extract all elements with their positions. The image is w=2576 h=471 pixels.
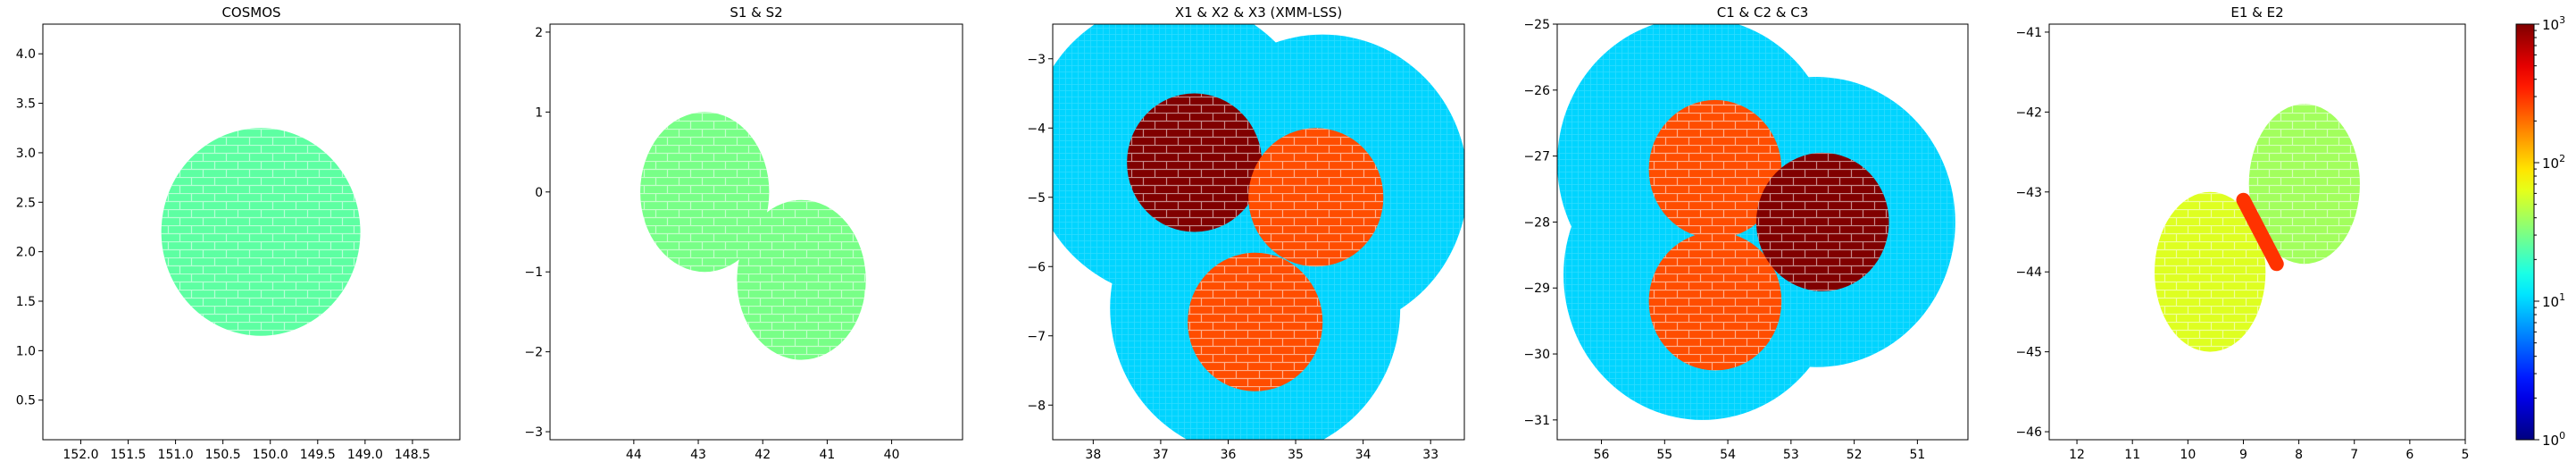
colorbar-gradient <box>2515 23 2535 441</box>
y-tick-label: −4 <box>1027 122 1046 136</box>
x-tick-label: 34 <box>1355 448 1371 462</box>
panel-title: E1 & E2 <box>2230 4 2283 21</box>
y-tick-label: −2 <box>524 346 543 360</box>
y-tick-label: −30 <box>1523 348 1550 362</box>
y-tick-label: 2.5 <box>16 196 36 210</box>
x-tick-label: 44 <box>626 448 642 462</box>
y-tick-label: −25 <box>1523 18 1550 32</box>
y-tick-label: −3 <box>524 425 543 440</box>
axes-frame <box>1556 23 1969 441</box>
x-tick-label: 53 <box>1783 448 1799 462</box>
colorbar-tick-label: 102 <box>2542 153 2565 172</box>
x-tick-label: 41 <box>819 448 835 462</box>
x-tick-label: 55 <box>1656 448 1672 462</box>
x-tick-label: 37 <box>1153 448 1169 462</box>
x-tick-label: 42 <box>754 448 771 462</box>
x-tick-label: 43 <box>690 448 706 462</box>
panel-title: C1 & C2 & C3 <box>1717 4 1809 21</box>
x-tick-label: 151.5 <box>110 448 146 462</box>
x-tick-label: 150.5 <box>205 448 241 462</box>
x-tick-label: 150.0 <box>253 448 288 462</box>
x-tick-label: 56 <box>1594 448 1610 462</box>
x-tick-label: 5 <box>2462 448 2470 462</box>
panel-3: 56 55 54 53 52 51 −31 −30 −29 −28 −27 −26 −25 C1 & C2… <box>1523 4 1969 462</box>
y-tick-label: 0.5 <box>16 394 36 408</box>
y-tick-label: 1 <box>535 105 543 120</box>
x-tick-label: 12 <box>2069 448 2085 462</box>
x-tick-label: 51 <box>1909 448 1925 462</box>
y-tick-label: −5 <box>1027 191 1046 206</box>
x-tick-label: 149.5 <box>300 448 336 462</box>
panel-title: COSMOS <box>221 4 280 21</box>
panel-2: 38 37 36 35 34 33 −8 −7 −6 −5 −4 −3 X1 & X2 & X3 (XM… <box>1027 4 1465 462</box>
x-tick-label: 7 <box>2350 448 2358 462</box>
x-tick-label: 52 <box>1847 448 1863 462</box>
axes-frame <box>42 23 461 441</box>
y-tick-label: 2 <box>535 26 543 40</box>
y-tick-label: −43 <box>2015 186 2042 200</box>
y-tick-label: −42 <box>2015 105 2042 120</box>
x-tick-label: 6 <box>2405 448 2413 462</box>
x-tick-label: 8 <box>2295 448 2303 462</box>
y-tick-label: −6 <box>1027 260 1046 274</box>
x-tick-label: 10 <box>2180 448 2196 462</box>
y-tick-label: −8 <box>1027 399 1046 413</box>
y-tick-label: −46 <box>2015 425 2042 440</box>
x-tick-label: 54 <box>1720 448 1736 462</box>
y-tick-label: 2.0 <box>16 246 36 260</box>
x-tick-label: 40 <box>884 448 900 462</box>
x-tick-label: 35 <box>1288 448 1304 462</box>
x-tick-label: 36 <box>1221 448 1237 462</box>
y-tick-label: −31 <box>1523 414 1550 428</box>
y-tick-label: −41 <box>2015 26 2042 40</box>
y-tick-label: −45 <box>2015 346 2042 360</box>
y-tick-label: 1.0 <box>16 344 36 358</box>
y-tick-label: −26 <box>1523 84 1550 98</box>
panel-title: X1 & X2 & X3 (XMM-LSS) <box>1175 4 1342 21</box>
y-tick-label: −7 <box>1027 330 1046 344</box>
axes-frame <box>1052 23 1465 441</box>
x-tick-label: 151.0 <box>158 448 194 462</box>
x-tick-label: 9 <box>2239 448 2247 462</box>
x-tick-label: 38 <box>1085 448 1101 462</box>
y-tick-label: 4.0 <box>16 47 36 62</box>
y-tick-label: 1.5 <box>16 295 36 309</box>
x-tick-label: 148.5 <box>395 448 430 462</box>
x-tick-label: 11 <box>2124 448 2140 462</box>
y-tick-label: −29 <box>1523 282 1550 296</box>
axes-frame <box>549 23 963 441</box>
y-tick-label: 3.5 <box>16 97 36 112</box>
x-tick-label: 33 <box>1422 448 1438 462</box>
panel-1: 44 43 42 41 40 −3 −2 −1 0 1 2 S1 & S2 <box>524 4 963 462</box>
colorbar-tick-label: 103 <box>2542 14 2565 33</box>
y-tick-label: −1 <box>524 265 543 280</box>
y-tick-label: 3.0 <box>16 147 36 161</box>
panel-0: 152.0 151.5 151.0 150.5 150.0 149.5 149.0 148.5… <box>16 4 461 462</box>
colorbar: 100 101 102 103 <box>2515 14 2565 449</box>
y-tick-label: −44 <box>2015 265 2042 280</box>
x-tick-label: 152.0 <box>63 448 98 462</box>
axes-frame <box>2048 23 2466 441</box>
panel-title: S1 & S2 <box>729 4 782 21</box>
x-tick-label: 149.0 <box>347 448 383 462</box>
y-tick-label: −3 <box>1027 53 1046 67</box>
y-tick-label: −28 <box>1523 215 1550 230</box>
y-tick-label: 0 <box>535 186 543 200</box>
coverage-region-2 <box>2236 192 2284 272</box>
colorbar-tick-label: 100 <box>2542 430 2565 449</box>
panel-4: 12 11 10 9 8 7 6 5 −46 −45 −44 −43 −42 −41 E1 & E2 <box>2015 4 2469 462</box>
y-tick-label: −27 <box>1523 150 1550 164</box>
colorbar-tick-label: 101 <box>2542 291 2565 310</box>
